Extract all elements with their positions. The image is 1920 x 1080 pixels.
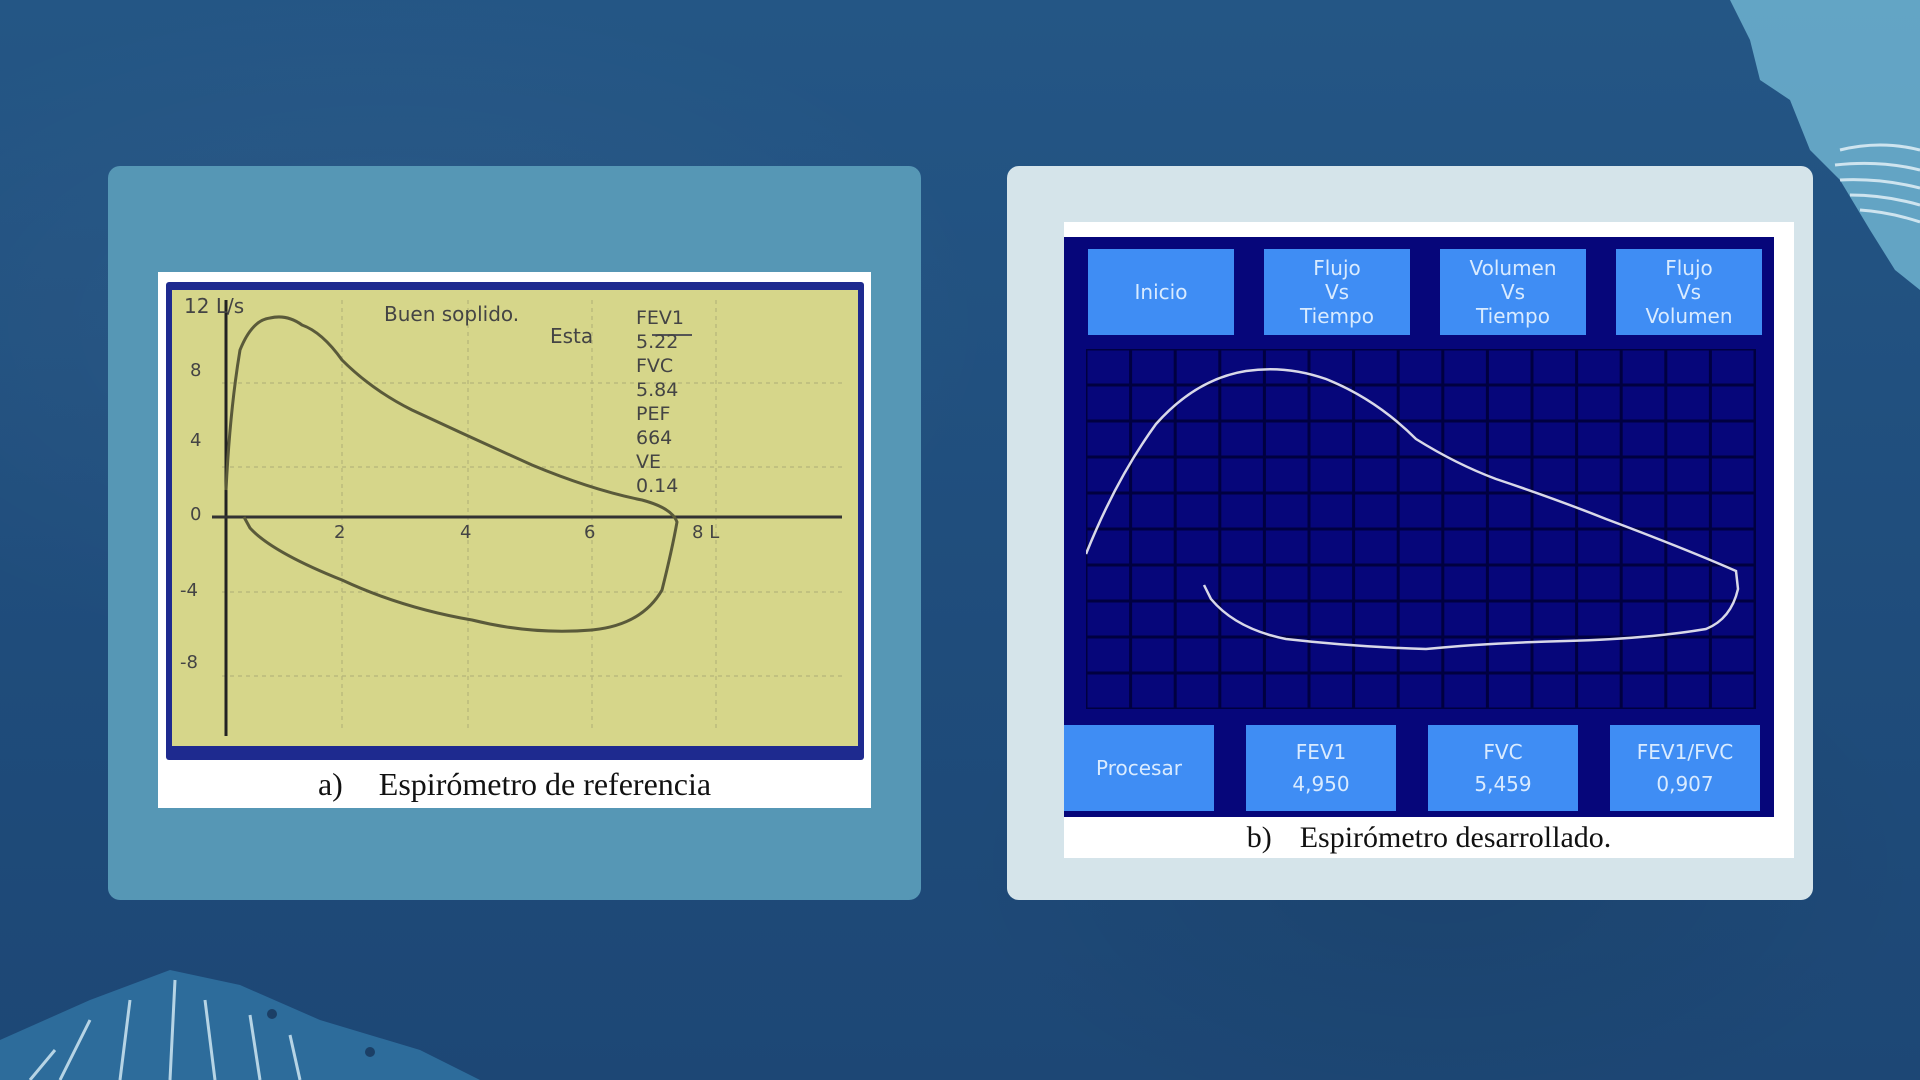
button-label: Vs: [1676, 280, 1702, 304]
fev1-fvc-readout: FEV1/FVC 0,907: [1610, 725, 1760, 811]
metric-label: VE: [636, 451, 662, 473]
button-label: Flujo: [1313, 256, 1361, 280]
volumen-vs-tiempo-button[interactable]: Volumen Vs Tiempo: [1440, 249, 1586, 335]
app-screen: Inicio Flujo Vs Tiempo Volumen Vs Tiempo…: [1064, 237, 1774, 817]
metric-label: PEF: [636, 403, 671, 425]
button-label: Volumen: [1645, 304, 1733, 328]
fvc-readout: FVC 5,459: [1428, 725, 1578, 811]
button-label: Tiempo: [1300, 304, 1374, 328]
metric-label: FEV1: [636, 307, 685, 329]
button-label: Vs: [1500, 280, 1526, 304]
caption-tag: a): [317, 766, 343, 802]
figure-reference-spirometer: 12 L/s 8 4 0 -4 -8 2 4 6 8 L Buen soplid…: [158, 272, 871, 808]
x-tick-label: 6: [584, 522, 596, 543]
caption-text: Espirómetro desarrollado.: [1299, 821, 1612, 854]
readout-label: FVC: [1483, 740, 1523, 764]
readout-label: FEV1/FVC: [1636, 740, 1734, 764]
metric-value: 5.84: [636, 379, 679, 401]
x-tick-label: 2: [334, 522, 346, 543]
metric-value: 0.14: [636, 475, 679, 497]
device-screen-frame: 12 L/s 8 4 0 -4 -8 2 4 6 8 L Buen soplid…: [166, 282, 864, 760]
button-label: Volumen: [1469, 256, 1557, 280]
caption-reference: a) Espirómetro de referencia: [158, 762, 871, 806]
metric-value: 5.22: [636, 331, 679, 353]
button-label: Inicio: [1134, 280, 1188, 304]
metrics-panel: FEV1 5.22 FVC 5.84 PEF 664 VE 0.14: [636, 306, 684, 498]
readout-value: 5,459: [1474, 772, 1532, 796]
button-label: Procesar: [1096, 756, 1182, 780]
flujo-vs-volumen-button[interactable]: Flujo Vs Volumen: [1616, 249, 1762, 335]
decorative-corner-bottom-left: [0, 970, 480, 1080]
y-tick-label: -8: [180, 652, 198, 673]
lcd-display: 12 L/s 8 4 0 -4 -8 2 4 6 8 L Buen soplid…: [172, 290, 858, 746]
y-tick-label: 8: [190, 360, 202, 381]
caption-text: Espirómetro de referencia: [378, 766, 712, 802]
caption-developed: b) Espirómetro desarrollado.: [1064, 818, 1794, 858]
button-label: Vs: [1324, 280, 1350, 304]
decorative-corner-top-right: [1730, 0, 1920, 290]
readout-value: 0,907: [1656, 772, 1714, 796]
figure-developed-spirometer: Inicio Flujo Vs Tiempo Volumen Vs Tiempo…: [1064, 222, 1794, 858]
legend-label: Esta: [550, 324, 594, 348]
button-label: Tiempo: [1476, 304, 1550, 328]
status-text: Buen soplido.: [384, 302, 520, 326]
flow-volume-plot: [212, 300, 842, 736]
y-tick-label: 4: [190, 430, 202, 451]
y-tick-label: -4: [180, 580, 198, 601]
flow-volume-graph: [1086, 349, 1756, 709]
metric-value: 664: [636, 427, 673, 449]
readout-label: FEV1: [1295, 740, 1347, 764]
procesar-button[interactable]: Procesar: [1064, 725, 1214, 811]
y-unit-label: 12 L/s: [184, 294, 245, 318]
y-tick-label: 0: [190, 504, 202, 525]
fev1-readout: FEV1 4,950: [1246, 725, 1396, 811]
metric-label: FVC: [636, 355, 674, 377]
caption-tag: b): [1246, 821, 1272, 854]
button-label: Flujo: [1665, 256, 1713, 280]
flujo-vs-tiempo-button[interactable]: Flujo Vs Tiempo: [1264, 249, 1410, 335]
x-unit-label: 8 L: [692, 522, 720, 543]
x-tick-label: 4: [460, 522, 472, 543]
readout-value: 4,950: [1292, 772, 1350, 796]
inicio-button[interactable]: Inicio: [1088, 249, 1234, 335]
